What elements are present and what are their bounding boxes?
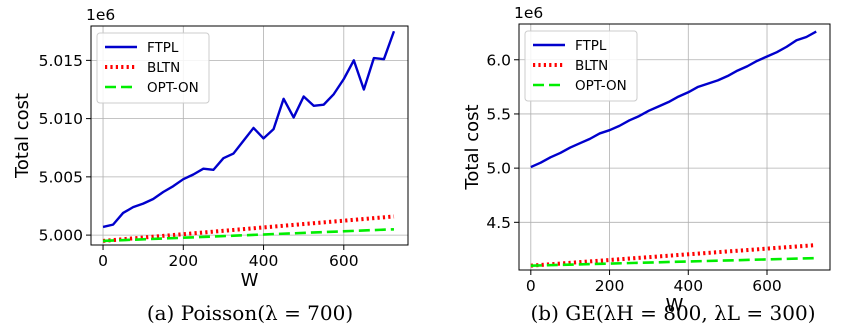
chart-panel-2: 0 200 400 600 4.5 5.0 5.5 6.0 1e6 W Total cost FTPL…	[462, 4, 831, 316]
legend-label-opt-on: OPT-ON	[147, 80, 199, 96]
x-tick-label: 200	[168, 252, 198, 270]
y-axis-label: Total cost	[12, 93, 33, 179]
x-axis-label: W	[241, 270, 259, 291]
legend-box	[96, 32, 210, 104]
y-tick-label: 5.010	[39, 110, 83, 128]
chart-panel-1: 0 200 400 600 5.000 5.005 5.010 5.015 1e6 W Total …	[12, 6, 409, 291]
series-line-opt-on	[102, 227, 395, 243]
y-tick-label: 5.015	[39, 52, 83, 70]
caption-b: (b) GE(λH = 800, λL = 300)	[530, 301, 815, 325]
legend-box	[524, 30, 638, 102]
x-axis-label: W	[666, 295, 684, 316]
series-line-ftpl	[102, 30, 396, 229]
x-tick-label: 600	[752, 277, 782, 295]
legend-label-ftpl: FTPL	[147, 40, 179, 56]
y-axis-label: Total cost	[462, 104, 483, 190]
caption-a: (a) Poisson(λ = 700)	[147, 301, 353, 325]
plot-frame	[518, 23, 831, 271]
x-tick-label: 200	[595, 277, 625, 295]
y-tick-label: 5.5	[486, 105, 511, 123]
series-line-bltn	[102, 214, 395, 243]
series-line-bltn	[530, 243, 817, 268]
y-tick-label: 5.005	[39, 168, 83, 186]
series-line-opt-on	[530, 256, 817, 267]
y-tick-label: 5.000	[39, 227, 83, 245]
y-tick-label: 6.0	[486, 51, 511, 69]
legend-label-bltn: BLTN	[575, 58, 608, 74]
series-line-ftpl	[530, 30, 817, 169]
plot-frame	[90, 25, 409, 246]
x-tick-label: 0	[526, 277, 536, 295]
x-tick-label: 600	[329, 252, 359, 270]
legend: FTPL BLTN OPT-ON	[524, 30, 638, 102]
y-tick-label: 5.0	[486, 160, 511, 178]
legend-label-ftpl: FTPL	[575, 38, 607, 54]
legend-label-opt-on: OPT-ON	[575, 78, 627, 94]
y-tick-label: 4.5	[486, 214, 511, 232]
legend-label-bltn: BLTN	[147, 60, 180, 76]
axis-offset-text: 1e6	[86, 6, 115, 24]
x-tick-label: 400	[249, 252, 279, 270]
x-tick-label: 400	[673, 277, 703, 295]
x-tick-label: 0	[98, 252, 108, 270]
axis-offset-text: 1e6	[514, 4, 543, 22]
legend: FTPL BLTN OPT-ON	[96, 32, 210, 104]
